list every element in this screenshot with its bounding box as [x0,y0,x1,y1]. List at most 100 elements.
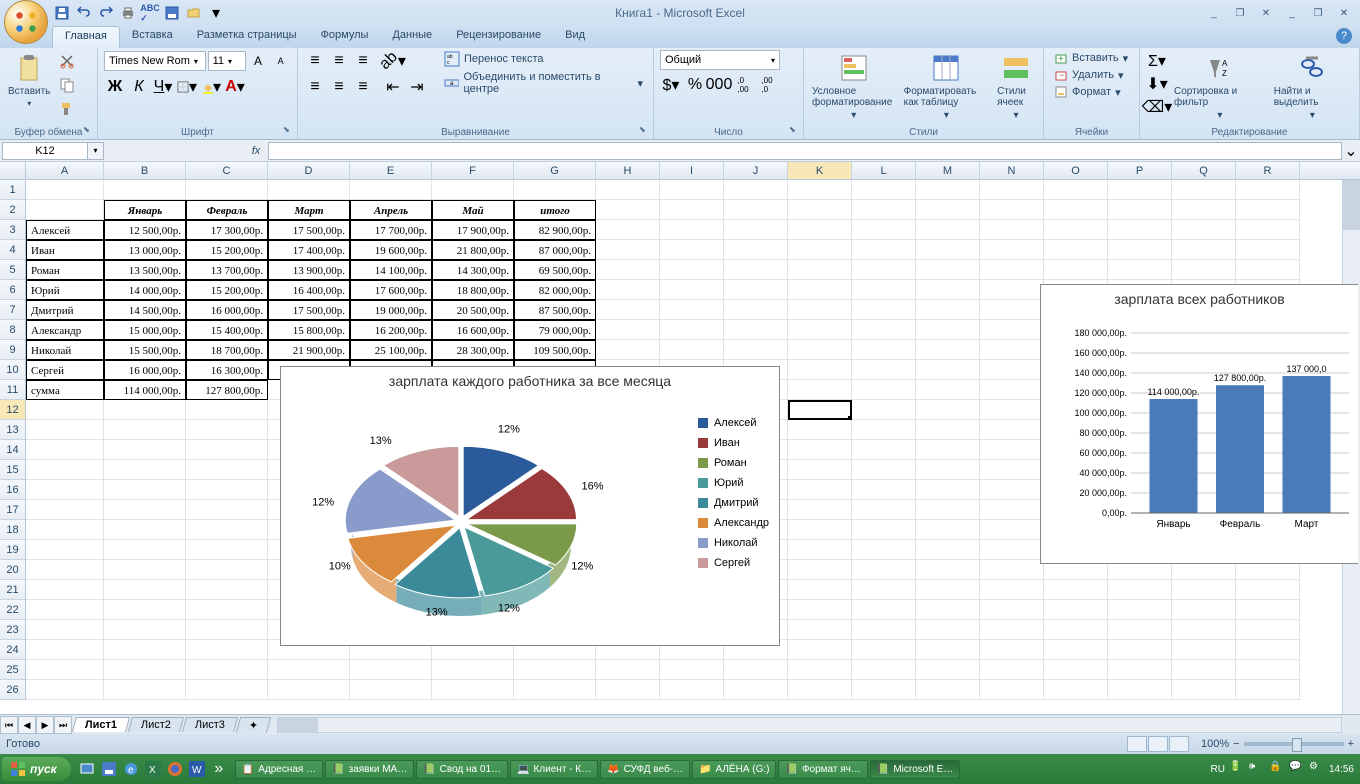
clear-icon[interactable]: ⌫▾ [1146,96,1168,118]
close-button[interactable]: ✕ [1332,4,1356,22]
cell-L10[interactable] [852,360,916,380]
cell-A8[interactable]: Александр [26,320,104,340]
cell-A7[interactable]: Дмитрий [26,300,104,320]
cell-D4[interactable]: 17 400,00р. [268,240,350,260]
cell-N5[interactable] [980,260,1044,280]
cell-H7[interactable] [596,300,660,320]
cell-C10[interactable]: 16 300,00р. [186,360,268,380]
delete-cells-button[interactable]: −Удалить ▾ [1050,67,1132,83]
cell-F2[interactable]: Май [432,200,514,220]
ql-ie-icon[interactable]: e [121,758,141,780]
cell-C17[interactable] [186,500,268,520]
cell-F1[interactable] [432,180,514,200]
cell-Q23[interactable] [1172,620,1236,640]
cell-O26[interactable] [1044,680,1108,700]
cell-C13[interactable] [186,420,268,440]
cell-Q24[interactable] [1172,640,1236,660]
cell-C14[interactable] [186,440,268,460]
cell-B15[interactable] [104,460,186,480]
cell-G8[interactable]: 79 000,00р. [514,320,596,340]
align-bot-icon[interactable]: ≡ [352,50,374,72]
cell-B19[interactable] [104,540,186,560]
row-header-6[interactable]: 6 [0,280,26,300]
cell-E6[interactable]: 17 600,00р. [350,280,432,300]
cell-B23[interactable] [104,620,186,640]
col-header-L[interactable]: L [852,162,916,179]
cell-K16[interactable] [788,480,852,500]
pie-chart[interactable]: зарплата каждого работника за все месяца… [280,366,780,646]
cell-R2[interactable] [1236,200,1300,220]
cell-H4[interactable] [596,240,660,260]
insert-cells-button[interactable]: +Вставить ▾ [1050,50,1132,66]
cell-C12[interactable] [186,400,268,420]
cell-K6[interactable] [788,280,852,300]
cell-M6[interactable] [916,280,980,300]
row-header-9[interactable]: 9 [0,340,26,360]
cell-E2[interactable]: Апрель [350,200,432,220]
cell-C4[interactable]: 15 200,00р. [186,240,268,260]
cell-H8[interactable] [596,320,660,340]
cell-K11[interactable] [788,380,852,400]
cell-R1[interactable] [1236,180,1300,200]
cell-A24[interactable] [26,640,104,660]
zoom-out-icon[interactable]: − [1233,738,1239,750]
horizontal-scrollbar[interactable] [277,717,1342,733]
cell-K25[interactable] [788,660,852,680]
cell-D25[interactable] [268,660,350,680]
row-header-4[interactable]: 4 [0,240,26,260]
cell-F9[interactable]: 28 300,00р. [432,340,514,360]
cell-O24[interactable] [1044,640,1108,660]
cell-Q26[interactable] [1172,680,1236,700]
cell-O21[interactable] [1044,580,1108,600]
dec-dec-icon[interactable]: ,00,0 [756,74,778,96]
cell-B13[interactable] [104,420,186,440]
cell-I26[interactable] [660,680,724,700]
cell-E7[interactable]: 19 000,00р. [350,300,432,320]
cell-I7[interactable] [660,300,724,320]
indent-dec-icon[interactable]: ⇤ [382,76,404,98]
minimize-button[interactable]: _ [1202,4,1226,22]
cell-B24[interactable] [104,640,186,660]
cell-O1[interactable] [1044,180,1108,200]
cell-N23[interactable] [980,620,1044,640]
cell-A14[interactable] [26,440,104,460]
cell-Q3[interactable] [1172,220,1236,240]
cell-J25[interactable] [724,660,788,680]
cell-Q22[interactable] [1172,600,1236,620]
cell-F6[interactable]: 18 800,00р. [432,280,514,300]
wrap-text-button[interactable]: abcПеренос текста [440,50,647,68]
cell-M21[interactable] [916,580,980,600]
cell-L1[interactable] [852,180,916,200]
cell-A15[interactable] [26,460,104,480]
worksheet-grid[interactable]: ABCDEFGHIJKLMNOPQR 12ЯнварьФевральМартАп… [0,162,1360,714]
name-box[interactable]: K12 [2,142,88,160]
cell-I25[interactable] [660,660,724,680]
cell-M16[interactable] [916,480,980,500]
border-icon[interactable]: ▾ [176,76,198,98]
col-header-J[interactable]: J [724,162,788,179]
cell-F25[interactable] [432,660,514,680]
cell-D2[interactable]: Март [268,200,350,220]
cell-N1[interactable] [980,180,1044,200]
cell-P22[interactable] [1108,600,1172,620]
ql-firefox-icon[interactable] [165,758,185,780]
cell-M14[interactable] [916,440,980,460]
row-header-14[interactable]: 14 [0,440,26,460]
cell-H6[interactable] [596,280,660,300]
sheet-last-icon[interactable]: ⏭ [54,716,72,734]
sheet-prev-icon[interactable]: ◀ [18,716,36,734]
cell-N10[interactable] [980,360,1044,380]
format-painter-icon[interactable] [56,98,78,120]
cell-K24[interactable] [788,640,852,660]
col-header-K[interactable]: K [788,162,852,179]
cell-M25[interactable] [916,660,980,680]
inc-dec-icon[interactable]: ,0,00 [732,74,754,96]
cell-M26[interactable] [916,680,980,700]
cell-R22[interactable] [1236,600,1300,620]
cell-E25[interactable] [350,660,432,680]
ribbon-tab-5[interactable]: Рецензирование [444,26,553,48]
cell-M10[interactable] [916,360,980,380]
orientation-icon[interactable]: ab▾ [382,50,404,72]
cell-G3[interactable]: 82 900,00р. [514,220,596,240]
align-launcher-icon[interactable]: ⬊ [639,125,651,137]
